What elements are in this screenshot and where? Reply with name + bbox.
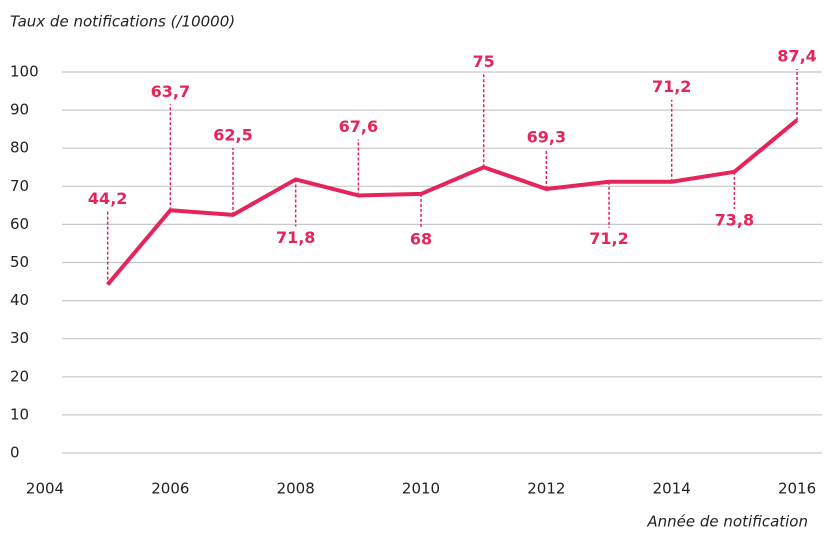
x-tick-label: 2016	[778, 480, 816, 498]
data-label: 87,4	[777, 47, 816, 66]
x-tick-label: 2010	[402, 480, 440, 498]
data-label: 69,3	[527, 127, 566, 146]
data-label: 67,6	[339, 117, 378, 136]
y-tick-label: 100	[10, 63, 39, 81]
y-tick-label: 30	[10, 329, 29, 347]
x-tick-label: 2012	[527, 480, 565, 498]
data-label: 68	[410, 229, 432, 248]
x-axis-label: Année de notification	[646, 513, 808, 531]
data-label: 63,7	[151, 82, 190, 101]
y-tick-label: 10	[10, 405, 29, 423]
y-tick-label: 60	[10, 215, 29, 233]
y-tick-label: 70	[10, 177, 29, 195]
y-tick-label: 80	[10, 139, 29, 157]
line	[106, 118, 799, 286]
x-tick-label: 2004	[26, 480, 64, 498]
data-label: 71,2	[652, 77, 691, 96]
data-label: 71,8	[276, 228, 315, 247]
x-tick-label: 2006	[151, 480, 189, 498]
y-tick-label: 40	[10, 291, 29, 309]
y-tick-label: 90	[10, 101, 29, 119]
data-label: 62,5	[213, 125, 252, 144]
data-label: 71,2	[589, 229, 628, 248]
x-tick-label: 2008	[277, 480, 315, 498]
y-tick-label: 50	[10, 253, 29, 271]
chart-title: Taux de notifications (/10000)	[10, 13, 235, 31]
data-label: 44,2	[88, 189, 127, 208]
y-tick-label: 0	[10, 444, 20, 462]
data-label: 75	[473, 52, 495, 71]
data-label: 73,8	[715, 210, 754, 229]
x-tick-label: 2014	[653, 480, 691, 498]
y-tick-label: 20	[10, 367, 29, 385]
